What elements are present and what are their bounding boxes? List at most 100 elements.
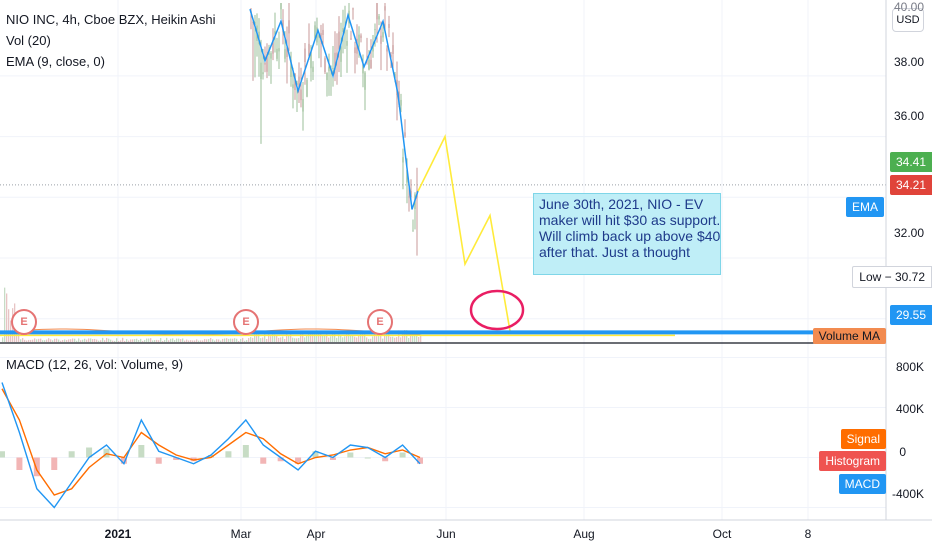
volume-bar [382,338,384,342]
note-line: June 30th, 2021, NIO - EV [539,196,704,212]
volume-bar [350,335,352,342]
volume-bar [50,339,52,342]
signal-tag: Signal [840,429,886,449]
volume-bar [190,340,192,342]
volume-bar [168,340,170,342]
volume-bar [196,339,198,342]
candle-body [278,48,280,52]
volume-bar [36,339,38,342]
volume-bar [24,339,26,342]
volume-bar [360,330,362,342]
volume-bar [32,339,34,342]
volume-bar [228,338,230,342]
volume-bar [152,340,154,342]
volume-bar [356,337,358,342]
close-price-tag: 34.41 [889,152,932,172]
candle-body [282,20,284,33]
macd-pane [0,382,423,509]
volume-bar [58,339,60,342]
price-label-38: 38.00 [893,55,924,69]
volume-bar [90,338,92,342]
volume-bar [308,332,310,342]
candle-body [400,99,402,106]
candle-body [276,48,278,59]
volume-bar [4,287,6,342]
time-label-oct: Oct [712,527,732,541]
candle-body [324,58,326,73]
volume-legend[interactable]: Vol (20) [6,33,51,48]
volume-bar [40,338,42,342]
volume-bar [264,331,266,342]
volume-bar [68,339,70,342]
candle-body [326,72,328,81]
volume-bar [120,340,122,342]
volume-bar [352,335,354,342]
histogram-bar [16,457,23,470]
volume-bar [370,338,372,342]
histogram-bar [347,452,354,458]
symbol-legend[interactable]: NIO INC, 4h, Cboe BZX, Heikin Ashi [6,12,216,27]
volume-bar [244,340,246,342]
volume-bar [172,338,174,342]
volume-bar [398,330,400,342]
volume-bar [38,338,40,342]
volume-bar [302,330,304,342]
volume-bar [258,334,260,342]
volume-bar [292,337,294,342]
volume-ma-series [0,328,421,336]
volume-bar [268,333,270,342]
volume-bar [8,309,10,342]
volume-bar [318,330,320,342]
volume-bar [332,332,334,342]
histogram-bar [120,457,127,464]
volume-bar [242,337,244,342]
volume-bar [324,335,326,342]
volume-bar [180,339,182,342]
projection-series [417,133,511,331]
candle-body [382,32,384,38]
earnings-marker[interactable]: E [367,309,393,335]
projection-line [417,133,511,331]
support-circle-annotation[interactable] [469,289,525,331]
ema-legend[interactable]: EMA (9, close, 0) [6,54,105,69]
volume-bar [372,336,374,342]
macd-series [1,382,421,509]
volume-bar [344,336,346,342]
candles [250,3,418,256]
candle-body [274,31,276,35]
volume-bar [218,339,220,342]
candle-body [304,48,306,63]
volume-bar [246,340,248,342]
volume-bar [176,338,178,342]
volume-bar [256,331,258,342]
volume-bar [368,338,370,342]
histogram-bar [417,457,423,464]
candle-body [312,66,314,72]
volume-bar [6,293,8,342]
price-label-top: 40.00 [893,0,924,14]
volume-bar [160,338,162,342]
ema-line [249,8,419,210]
earnings-marker[interactable]: E [233,309,259,335]
volume-bar [170,338,172,342]
earnings-marker[interactable]: E [11,309,37,335]
volume-bar [348,331,350,342]
volume-bar [400,337,402,342]
volume-bar [122,337,124,342]
macd-label-0: 0 [899,445,906,459]
ema-value-tag: 34.21 [889,175,932,195]
histogram-bar [0,451,5,458]
volume-bar [342,337,344,342]
volume-bar [346,334,348,342]
volume-bar [186,339,188,342]
candle-body [360,35,362,38]
histogram-bar [138,445,145,458]
volume-bar [46,339,48,342]
text-note-annotation[interactable]: June 30th, 2021, NIO - EV maker will hit… [533,193,721,275]
histogram-bar [208,455,214,458]
candle-body [354,47,356,54]
candle-body [284,49,286,59]
macd-legend[interactable]: MACD (12, 26, Vol: Volume, 9) [6,357,184,372]
currency-button[interactable]: USD [892,8,924,32]
